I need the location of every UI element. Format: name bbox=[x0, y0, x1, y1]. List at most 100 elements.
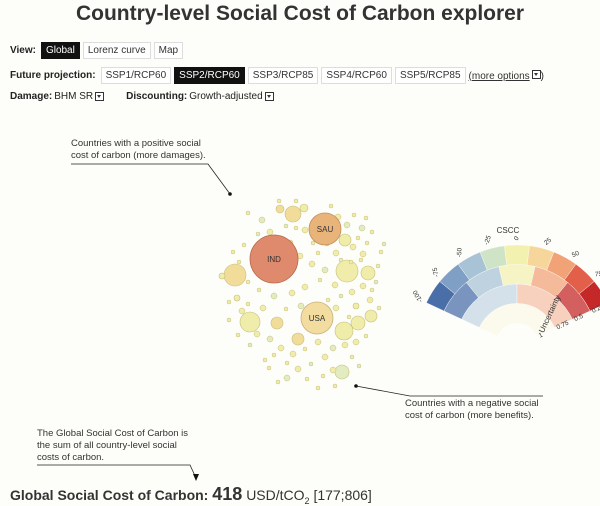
bubble-sau[interactable] bbox=[308, 212, 342, 246]
country-bubble[interactable] bbox=[245, 301, 251, 307]
country-bubble[interactable] bbox=[218, 272, 226, 280]
country-bubble[interactable] bbox=[226, 317, 232, 323]
country-bubble[interactable] bbox=[276, 198, 282, 204]
country-bubble[interactable] bbox=[346, 314, 352, 320]
country-bubble[interactable] bbox=[304, 376, 310, 382]
country-bubble[interactable] bbox=[381, 241, 387, 247]
country-bubble[interactable] bbox=[378, 249, 384, 255]
country-bubble[interactable] bbox=[363, 333, 369, 339]
country-bubble[interactable] bbox=[283, 306, 289, 312]
bubble-ind[interactable] bbox=[249, 234, 299, 284]
country-bubble[interactable] bbox=[270, 316, 284, 330]
country-bubble[interactable] bbox=[360, 265, 376, 281]
country-bubble[interactable] bbox=[266, 365, 272, 371]
country-bubble[interactable] bbox=[238, 307, 246, 315]
country-bubble[interactable] bbox=[301, 283, 309, 291]
country-bubble[interactable] bbox=[351, 212, 357, 218]
country-bubble[interactable] bbox=[358, 257, 364, 263]
country-bubble[interactable] bbox=[317, 277, 323, 283]
country-bubble[interactable] bbox=[352, 338, 360, 346]
country-bubble[interactable] bbox=[348, 259, 354, 265]
country-bubble[interactable] bbox=[366, 296, 374, 304]
country-bubble[interactable] bbox=[338, 233, 352, 247]
country-bubble[interactable] bbox=[299, 203, 309, 213]
country-bubble[interactable] bbox=[271, 352, 277, 358]
ssp5-button[interactable]: SSP5/RCP85 bbox=[394, 67, 466, 84]
country-bubble[interactable] bbox=[328, 203, 334, 209]
view-map-button[interactable]: Map bbox=[153, 42, 184, 59]
country-bubble[interactable] bbox=[338, 257, 344, 263]
country-bubble[interactable] bbox=[270, 292, 278, 300]
country-bubble[interactable] bbox=[348, 288, 356, 296]
country-bubble[interactable] bbox=[239, 311, 261, 333]
country-bubble[interactable] bbox=[321, 266, 329, 274]
country-bubble[interactable] bbox=[245, 210, 251, 216]
country-bubble[interactable] bbox=[332, 304, 340, 312]
country-bubble[interactable] bbox=[363, 215, 369, 221]
country-bubble[interactable] bbox=[302, 346, 308, 352]
country-bubble[interactable] bbox=[283, 374, 291, 382]
country-bubble[interactable] bbox=[256, 287, 262, 293]
damage-dropdown[interactable]: Damage: BHM SR bbox=[10, 91, 105, 102]
country-bubble[interactable] bbox=[293, 225, 299, 231]
country-bubble[interactable] bbox=[223, 263, 247, 287]
country-bubble[interactable] bbox=[325, 297, 331, 303]
country-bubble[interactable] bbox=[258, 216, 266, 224]
country-bubble[interactable] bbox=[335, 259, 359, 283]
country-bubble[interactable] bbox=[341, 341, 349, 349]
country-bubble[interactable] bbox=[358, 224, 366, 232]
country-bubble[interactable] bbox=[291, 332, 305, 346]
country-bubble[interactable] bbox=[338, 293, 344, 299]
country-bubble[interactable] bbox=[332, 383, 338, 389]
country-bubble[interactable] bbox=[315, 250, 321, 256]
country-bubble[interactable] bbox=[364, 240, 370, 246]
country-bubble[interactable] bbox=[332, 249, 340, 257]
country-bubble[interactable] bbox=[321, 353, 329, 361]
country-bubble[interactable] bbox=[375, 263, 381, 269]
country-bubble[interactable] bbox=[301, 226, 309, 234]
ssp1-button[interactable]: SSP1/RCP60 bbox=[100, 67, 172, 84]
country-bubble[interactable] bbox=[320, 373, 326, 379]
country-bubble[interactable] bbox=[356, 363, 362, 369]
country-bubble[interactable] bbox=[297, 302, 305, 310]
country-bubble[interactable] bbox=[253, 330, 261, 338]
discounting-dropdown[interactable]: Discounting: Growth-adjusted bbox=[126, 91, 274, 102]
country-bubble[interactable] bbox=[352, 302, 360, 310]
country-bubble[interactable] bbox=[245, 279, 251, 285]
country-bubble[interactable] bbox=[233, 294, 241, 302]
country-bubble[interactable] bbox=[364, 309, 378, 323]
country-bubble[interactable] bbox=[275, 379, 281, 385]
country-bubble[interactable] bbox=[266, 228, 274, 236]
country-bubble[interactable] bbox=[255, 231, 261, 237]
view-global-button[interactable]: Global bbox=[40, 42, 80, 59]
country-bubble[interactable] bbox=[331, 281, 339, 289]
country-bubble[interactable] bbox=[235, 332, 241, 338]
country-bubble[interactable] bbox=[293, 198, 299, 204]
country-bubble[interactable] bbox=[288, 289, 296, 297]
country-bubble[interactable] bbox=[334, 321, 354, 341]
country-bubble[interactable] bbox=[262, 357, 268, 363]
country-bubble[interactable] bbox=[289, 350, 297, 358]
ssp3-button[interactable]: SSP3/RCP85 bbox=[247, 67, 319, 84]
country-bubble[interactable] bbox=[349, 243, 357, 251]
view-lorenz-button[interactable]: Lorenz curve bbox=[82, 42, 151, 59]
country-bubble[interactable] bbox=[283, 223, 289, 229]
country-bubble[interactable] bbox=[355, 235, 361, 241]
country-bubble[interactable] bbox=[343, 221, 351, 229]
country-bubble[interactable] bbox=[359, 282, 367, 290]
country-bubble[interactable] bbox=[284, 205, 302, 223]
country-bubble[interactable] bbox=[284, 360, 290, 366]
country-bubble[interactable] bbox=[314, 338, 322, 346]
country-bubble[interactable] bbox=[277, 344, 285, 352]
country-bubble[interactable] bbox=[294, 365, 302, 373]
country-bubble[interactable] bbox=[230, 249, 236, 255]
more-options-link[interactable]: (more options) bbox=[468, 69, 545, 82]
country-bubble[interactable] bbox=[241, 242, 247, 248]
country-bubble[interactable] bbox=[334, 364, 350, 380]
country-bubble[interactable] bbox=[359, 250, 367, 258]
country-bubble[interactable] bbox=[259, 304, 267, 312]
country-bubble[interactable] bbox=[315, 385, 321, 391]
country-bubble[interactable] bbox=[275, 204, 285, 214]
ssp2-button[interactable]: SSP2/RCP60 bbox=[174, 67, 245, 84]
country-bubble[interactable] bbox=[369, 287, 375, 293]
